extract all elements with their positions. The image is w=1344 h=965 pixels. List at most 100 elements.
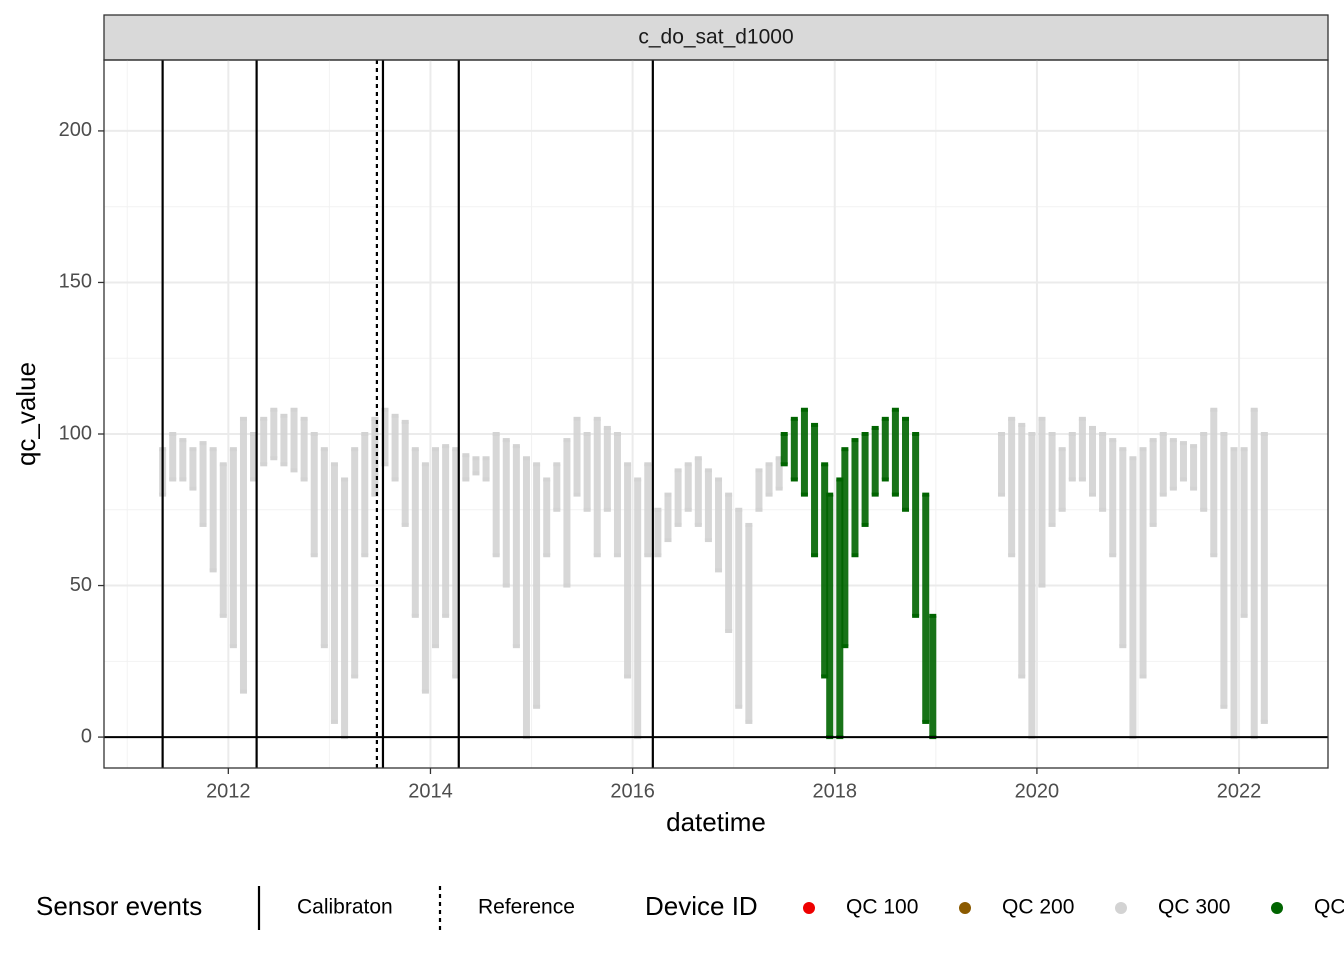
point [624, 674, 632, 679]
point [1210, 553, 1218, 558]
point [1260, 719, 1268, 724]
point [800, 492, 808, 497]
point [603, 507, 611, 512]
point [684, 507, 692, 512]
point [790, 477, 798, 482]
point [371, 492, 379, 497]
point [765, 492, 773, 497]
point [1179, 477, 1187, 482]
legend: Sensor events Calibraton Reference Device I… [36, 886, 1344, 930]
x-tick-label: 2016 [610, 780, 655, 802]
point [492, 553, 500, 558]
point [1078, 477, 1086, 482]
y-tick-label: 100 [59, 422, 92, 444]
point [361, 553, 369, 558]
point [881, 477, 889, 482]
point [891, 492, 899, 497]
point [775, 486, 783, 491]
point [1139, 674, 1147, 679]
point [432, 644, 440, 649]
point [512, 644, 520, 649]
legend-label: QC 300 [1158, 896, 1230, 919]
point [421, 689, 429, 694]
y-axis-title: qc_value [11, 362, 41, 466]
legend-key [1271, 902, 1283, 914]
point [745, 719, 753, 724]
point [502, 583, 510, 588]
x-tick-label: 2012 [206, 780, 251, 802]
point [912, 613, 920, 618]
point [1109, 553, 1117, 558]
legend-label: QC 100 [846, 896, 918, 919]
point [381, 462, 389, 467]
point [391, 477, 399, 482]
legend-key [959, 902, 971, 914]
point [755, 507, 763, 512]
y-tick-label: 50 [70, 574, 92, 596]
point [300, 477, 308, 482]
point [1068, 477, 1076, 482]
point [219, 613, 227, 618]
point [533, 704, 541, 709]
point [280, 462, 288, 467]
point [902, 507, 910, 512]
point [543, 553, 551, 558]
point [563, 583, 571, 588]
point [1099, 507, 1107, 512]
point [644, 553, 652, 558]
point [239, 689, 247, 694]
point [1088, 492, 1096, 497]
point [189, 486, 197, 491]
y-tick-label: 0 [81, 725, 92, 747]
legend-key [1115, 902, 1127, 914]
point [1159, 492, 1167, 497]
legend-key [803, 902, 815, 914]
point [1058, 507, 1066, 512]
point [654, 553, 662, 558]
strip [103, 14, 1329, 61]
y-tick-label: 150 [59, 271, 92, 293]
point [704, 538, 712, 543]
legend-label: Reference [478, 896, 575, 919]
y-tick-label: 200 [59, 119, 92, 141]
point [290, 468, 298, 473]
x-tick-label: 2020 [1015, 780, 1060, 802]
point [482, 477, 490, 482]
point [351, 674, 359, 679]
point [250, 477, 258, 482]
point [1048, 522, 1056, 527]
point [1169, 486, 1177, 491]
point [583, 507, 591, 512]
data-layer [159, 407, 1268, 740]
point [851, 553, 859, 558]
legend-label: QC 400 [1314, 896, 1344, 919]
point [725, 629, 733, 634]
point [1220, 704, 1228, 709]
point [811, 553, 819, 558]
legend-title: Sensor events [36, 891, 202, 921]
point [320, 644, 328, 649]
point [452, 674, 460, 679]
point [199, 522, 207, 527]
point [260, 462, 268, 467]
point [310, 553, 318, 558]
legend-label: Calibraton [297, 896, 393, 919]
point [735, 704, 743, 709]
panel-title: c_do_sat_d1000 [638, 26, 793, 49]
point [1038, 583, 1046, 588]
legend-title: Device ID [645, 891, 758, 921]
point [694, 522, 702, 527]
point [1240, 613, 1248, 618]
point [270, 456, 278, 461]
point [1119, 644, 1127, 649]
point [780, 462, 788, 467]
point [1008, 553, 1016, 558]
point [209, 568, 217, 573]
x-tick-label: 2022 [1217, 780, 1262, 802]
legend-label: QC 200 [1002, 896, 1074, 919]
point [553, 507, 561, 512]
point [821, 674, 829, 679]
events-layer [104, 60, 1328, 768]
